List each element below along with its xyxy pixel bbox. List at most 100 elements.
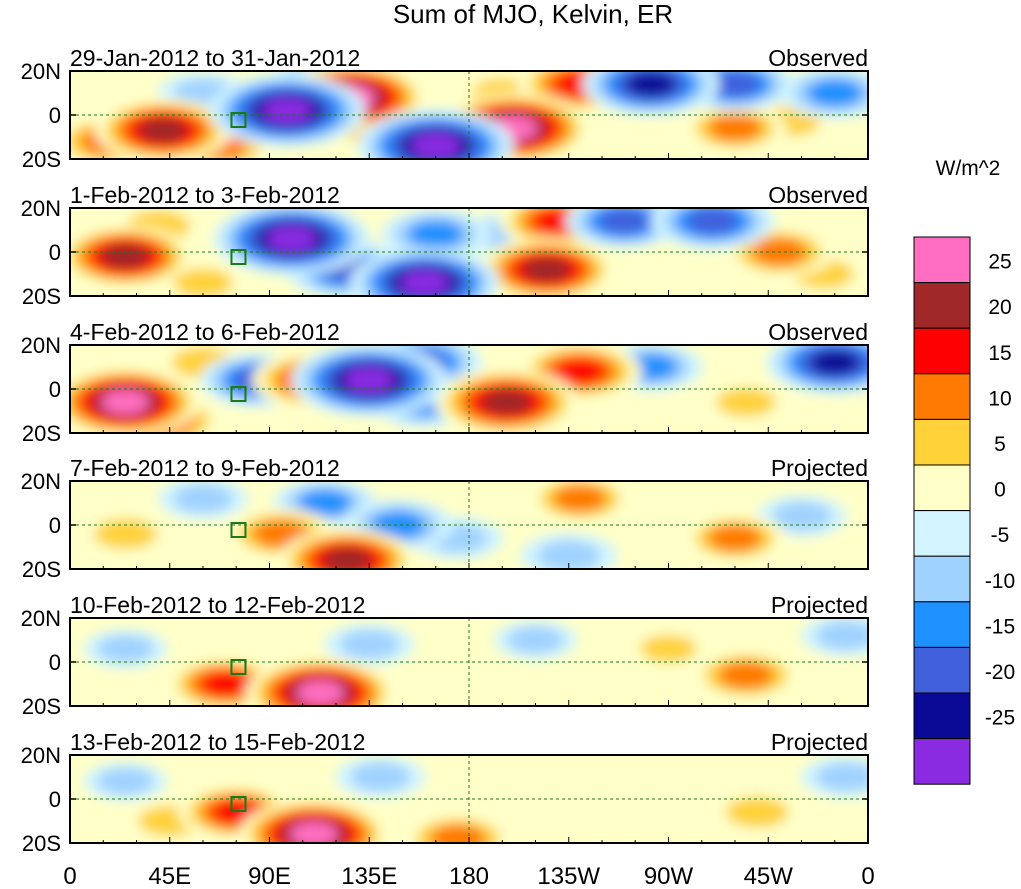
x-tick-label: 0 [63, 863, 76, 889]
anomaly-contour [199, 671, 251, 697]
anomaly-contour [322, 547, 372, 569]
anomaly-contour [344, 367, 394, 393]
panel-date-range: 7-Feb-2012 to 9-Feb-2012 [70, 455, 340, 481]
anomaly-contour [521, 256, 572, 283]
map-panel: 20N 0 20S 7-Feb-2012 to 9-Feb-2012 Projected [21, 455, 869, 582]
colorbar-label: 0 [994, 479, 1006, 502]
anomaly-contour [686, 208, 739, 235]
colorbar-label: 15 [988, 342, 1011, 365]
anomaly-contour [708, 114, 762, 142]
chart-title: Sum of MJO, Kelvin, ER [393, 0, 673, 29]
colorbar-label: -25 [985, 707, 1015, 730]
panel-date-range: 29-Jan-2012 to 31-Jan-2012 [70, 45, 360, 71]
anomaly-contour [289, 821, 339, 843]
panel-status: Observed [768, 45, 868, 71]
x-tick-label: 90E [248, 863, 291, 889]
y-tick-label: 0 [49, 787, 61, 812]
x-tick-label: 45W [744, 863, 794, 889]
anomaly-contour [553, 358, 606, 385]
y-tick-label: 20S [22, 284, 61, 309]
colorbar-swatch [913, 510, 971, 557]
panel-status: Projected [771, 455, 868, 481]
y-tick-label: 20N [21, 743, 61, 768]
anomaly-contour [173, 268, 233, 296]
anomaly-contour [708, 524, 762, 552]
x-tick-label: 0 [861, 863, 874, 889]
anomaly-contour [138, 117, 189, 144]
region-box-marker [230, 659, 247, 675]
anomaly-contour [625, 71, 676, 97]
anomaly-contour [598, 208, 650, 234]
colorbar-swatch [913, 373, 971, 420]
anomaly-contour [97, 767, 154, 796]
colorbar-swatch [913, 464, 971, 512]
region-box-marker [230, 249, 247, 265]
y-tick-label: 20N [21, 606, 61, 631]
anomaly-contour [298, 489, 352, 517]
anomaly-contour [507, 626, 564, 654]
map-panel: 20N 0 20S 1-Feb-2012 to 3-Feb-2012 Observed [21, 182, 869, 309]
anomaly-contour [718, 661, 774, 690]
anomaly-contour [481, 389, 533, 416]
anomaly-contour [809, 349, 860, 376]
anomaly-contour [100, 243, 150, 270]
colorbar-swatch [913, 738, 971, 785]
y-tick-label: 0 [49, 103, 61, 128]
y-tick-label: 0 [49, 377, 61, 402]
panel-date-range: 10-Feb-2012 to 12-Feb-2012 [70, 592, 365, 618]
panel-status: Observed [768, 182, 868, 208]
panel-status: Projected [771, 729, 868, 755]
colorbar-label: -20 [985, 661, 1015, 684]
colorbar-label: 20 [988, 296, 1011, 319]
anomaly-contour [640, 635, 697, 663]
colorbar-swatch [913, 236, 971, 284]
colorbar-units-label: W/m^2 [936, 157, 1001, 180]
x-tick-label: 135E [341, 863, 397, 889]
colorbar-swatch [913, 646, 971, 694]
anomaly-contour [350, 762, 411, 792]
colorbar-swatch [913, 418, 971, 466]
anomaly-contour [716, 387, 776, 417]
colorbar-label: -10 [985, 570, 1015, 593]
x-tick-label: 135W [537, 863, 600, 889]
region-box-marker [230, 112, 247, 128]
y-tick-label: 20S [22, 421, 61, 446]
panel-date-range: 4-Feb-2012 to 6-Feb-2012 [70, 319, 340, 345]
colorbar-swatch [913, 692, 971, 740]
colorbar-swatch [913, 555, 971, 603]
region-box-marker [230, 796, 247, 812]
anomaly-contour [411, 133, 461, 159]
panel-status: Projected [771, 592, 868, 618]
colorbar-label: 5 [994, 433, 1006, 456]
region-box-marker [230, 522, 247, 538]
panel-date-range: 1-Feb-2012 to 3-Feb-2012 [70, 182, 340, 208]
map-panel: 20N 0 20S 29-Jan-2012 to 31-Jan-2012 Observe… [21, 45, 869, 172]
anomaly-contour [709, 71, 761, 97]
anomaly-contour [94, 518, 157, 550]
anomaly-contour [262, 97, 312, 124]
map-panel: 20N 0 20S 13-Feb-2012 to 15-Feb-2012 Project… [21, 729, 869, 856]
y-tick-label: 0 [49, 650, 61, 675]
colorbar-swatch [913, 601, 971, 648]
region-box-marker [230, 386, 247, 402]
anomaly-contour [339, 629, 400, 659]
y-tick-label: 20S [22, 831, 61, 856]
anomaly-contour [407, 220, 464, 249]
map-panel: 20N 0 20S 4-Feb-2012 to 6-Feb-2012 Observed [21, 319, 869, 446]
y-tick-label: 0 [49, 513, 61, 538]
anomaly-contour [101, 389, 150, 415]
x-tick-label: 90W [644, 863, 694, 889]
colorbar-swatch [913, 282, 971, 329]
x-tick-label: 180 [449, 863, 489, 889]
anomaly-contour [725, 796, 789, 828]
anomaly-contour [266, 226, 317, 252]
colorbar-label: 25 [988, 251, 1011, 274]
anomaly-contour [97, 635, 154, 663]
y-tick-label: 20S [22, 147, 61, 172]
y-tick-label: 20S [22, 694, 61, 719]
y-tick-label: 20N [21, 196, 61, 221]
y-tick-label: 20N [21, 469, 61, 494]
anomaly-contour [370, 511, 426, 539]
anomaly-contour [771, 501, 832, 531]
